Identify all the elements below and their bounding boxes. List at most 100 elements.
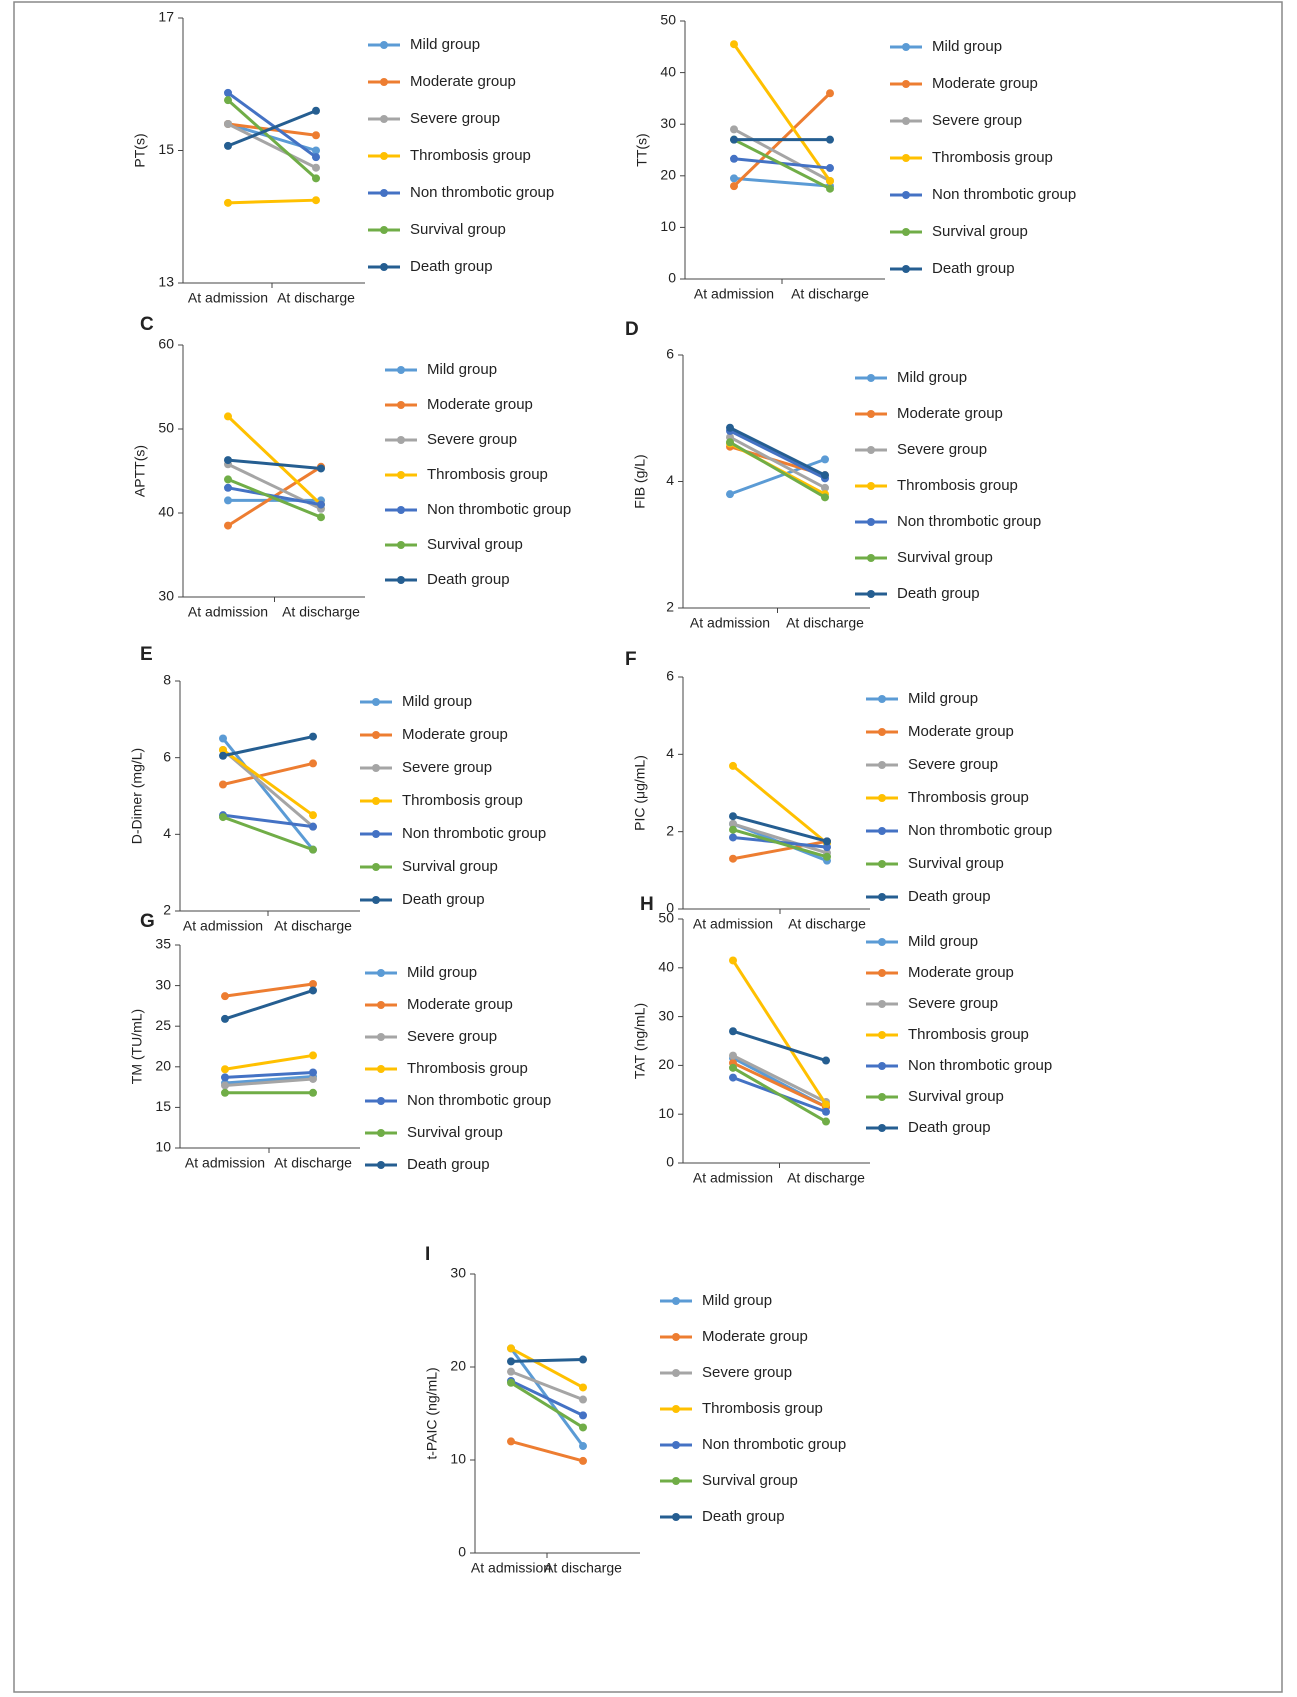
panel-letter: E (140, 644, 153, 665)
point (729, 1051, 737, 1060)
y-axis-label: D-Dimer (mg/L) (129, 748, 145, 844)
point (579, 1411, 587, 1420)
legend-marker (878, 938, 886, 946)
point (309, 986, 317, 995)
legend-marker (878, 794, 886, 802)
legend-marker (672, 1333, 680, 1341)
legend-marker (672, 1441, 680, 1449)
point (826, 164, 834, 173)
legend-marker (878, 1062, 886, 1070)
x-tick-label: At admission (471, 1560, 551, 1576)
point (312, 153, 320, 162)
y-tick-label: 50 (660, 12, 676, 28)
point (309, 759, 317, 768)
y-tick-label: 10 (155, 1139, 171, 1155)
point (309, 1051, 317, 1060)
series-line (227, 486, 322, 507)
y-tick-label: 4 (163, 825, 171, 841)
point (224, 412, 232, 421)
legend-marker (867, 554, 875, 562)
legend-marker (672, 1297, 680, 1305)
series-line (729, 440, 826, 499)
legend-marker (878, 761, 886, 769)
legend-label: Mild group (407, 964, 477, 981)
point (219, 780, 227, 789)
legend-label: Non thrombotic group (427, 501, 571, 518)
series-line (227, 478, 322, 519)
legend-marker (867, 410, 875, 418)
y-tick-label: 30 (660, 115, 676, 131)
point (507, 1378, 515, 1387)
legend-label: Moderate group (702, 1328, 808, 1345)
y-axis-label: PT(s) (132, 133, 148, 167)
series-line (731, 959, 828, 1106)
legend-marker (397, 506, 405, 514)
point (579, 1355, 587, 1364)
y-axis-label: t-PAIC (ng/mL) (424, 1367, 440, 1459)
legend-label: Death group (410, 258, 493, 275)
point (317, 464, 325, 473)
legend-label: Death group (407, 1156, 490, 1173)
x-tick-label: At discharge (786, 615, 864, 631)
legend-marker (372, 830, 380, 838)
legend-label: Non thrombotic group (410, 184, 554, 201)
point (507, 1357, 515, 1366)
point (579, 1383, 587, 1392)
legend-label: Non thrombotic group (897, 513, 1041, 530)
y-tick-label: 0 (458, 1544, 466, 1560)
series-line (227, 91, 317, 159)
legend-label: Severe group (897, 441, 987, 458)
x-tick-label: At admission (183, 918, 263, 934)
legend-label: Moderate group (407, 996, 513, 1013)
y-tick-label: 0 (666, 900, 674, 916)
series-line (226, 415, 323, 506)
point (221, 1065, 229, 1074)
point (826, 135, 834, 144)
legend-label: Severe group (908, 995, 998, 1012)
point (822, 1117, 830, 1126)
x-tick-label: At admission (188, 604, 268, 620)
series-line (224, 1070, 314, 1079)
point (729, 761, 737, 770)
point (221, 1081, 229, 1090)
y-tick-label: 25 (155, 1017, 171, 1033)
legend-marker (397, 366, 405, 374)
y-tick-label: 2 (666, 599, 674, 615)
point (821, 483, 829, 492)
y-tick-label: 4 (666, 745, 674, 761)
point (726, 490, 734, 499)
y-tick-label: 30 (158, 588, 174, 604)
point (317, 500, 325, 509)
series-line (732, 43, 832, 182)
legend-label: Moderate group (427, 396, 533, 413)
point (221, 1073, 229, 1082)
point (579, 1456, 587, 1465)
legend-label: Survival group (908, 855, 1004, 872)
y-tick-label: 0 (666, 1154, 674, 1170)
legend-marker (377, 1001, 385, 1009)
series-line (510, 1358, 584, 1363)
point (822, 1100, 830, 1109)
y-tick-label: 6 (163, 748, 171, 764)
legend-label: Mild group (897, 369, 967, 386)
legend-marker (372, 797, 380, 805)
legend-marker (672, 1477, 680, 1485)
legend-label: Mild group (908, 690, 978, 707)
point (219, 746, 227, 754)
legend-label: Mild group (908, 933, 978, 950)
series-line (733, 128, 831, 183)
point (821, 471, 829, 480)
legend-label: Mild group (427, 361, 497, 378)
legend-marker (372, 863, 380, 871)
point (219, 813, 227, 822)
y-tick-label: 60 (158, 336, 174, 352)
legend-marker (380, 263, 388, 271)
panel-letter: I (425, 1244, 430, 1265)
point (224, 521, 232, 530)
series-line (733, 138, 831, 191)
legend-marker (372, 896, 380, 904)
legend-marker (377, 969, 385, 977)
y-tick-label: 20 (450, 1358, 466, 1374)
legend-marker (878, 1031, 886, 1039)
